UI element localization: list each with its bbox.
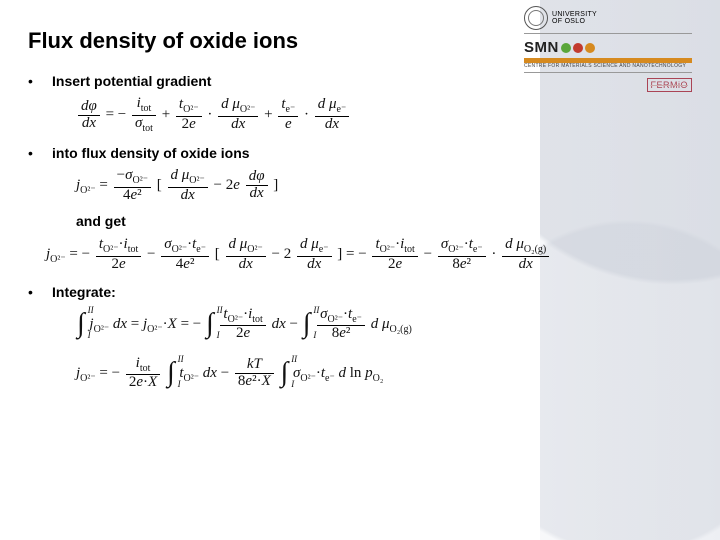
uio-line1: UNIVERSITY	[552, 11, 597, 18]
equation-1: dφdx = − itotσtot + tO²⁻2e · d μO²⁻dx + …	[76, 96, 690, 134]
equation-4: ∫III jO²⁻ dx = jO²⁻·X = − ∫III tO²⁻·itot…	[76, 307, 690, 342]
equation-5: jO²⁻ = − itot2e·X ∫III tO²⁻ dx − kT8e²·X…	[76, 356, 690, 391]
dot-red-icon	[573, 43, 583, 53]
bullet-3: Integrate:	[52, 283, 116, 301]
dot-green-icon	[561, 43, 571, 53]
equation-2: jO²⁻ = −σO²⁻4e² [ d μO²⁻dx − 2e dφdx ]	[76, 168, 690, 203]
bullet-2: into flux density of oxide ions	[52, 144, 250, 162]
dot-orange-icon	[585, 43, 595, 53]
logo-smn: SMN CENTRE FOR MATERIALS SCIENCE AND NAN…	[524, 39, 692, 73]
page-title: Flux density of oxide ions	[28, 28, 298, 54]
and-get: and get	[76, 213, 126, 229]
equation-3: jO²⁻ = − tO²⁻·itot2e − σO²⁻·te⁻4e² [ d μ…	[46, 237, 690, 272]
content: • Insert potential gradient dφdx = − ito…	[28, 72, 690, 401]
smn-row: SMN	[524, 39, 692, 56]
integral-icon: ∫III	[206, 310, 214, 338]
bullet-icon: •	[28, 144, 52, 162]
smn-name: SMN	[524, 39, 559, 56]
uio-seal-icon	[524, 6, 548, 30]
uio-line2: OF OSLO	[552, 18, 585, 25]
uio-text: UNIVERSITY OF OSLO	[552, 11, 597, 26]
smn-sub: CENTRE FOR MATERIALS SCIENCE AND NANOTEC…	[524, 63, 692, 69]
smn-bar	[524, 58, 692, 63]
bullet-icon: •	[28, 283, 52, 301]
integral-icon: ∫III	[303, 310, 311, 338]
logo-uio: UNIVERSITY OF OSLO	[524, 6, 692, 34]
integral-icon: ∫III	[281, 359, 289, 387]
bullet-icon: •	[28, 72, 52, 90]
integral-icon: ∫III	[167, 359, 175, 387]
integral-icon: ∫III	[77, 310, 85, 338]
bullet-1: Insert potential gradient	[52, 72, 211, 90]
